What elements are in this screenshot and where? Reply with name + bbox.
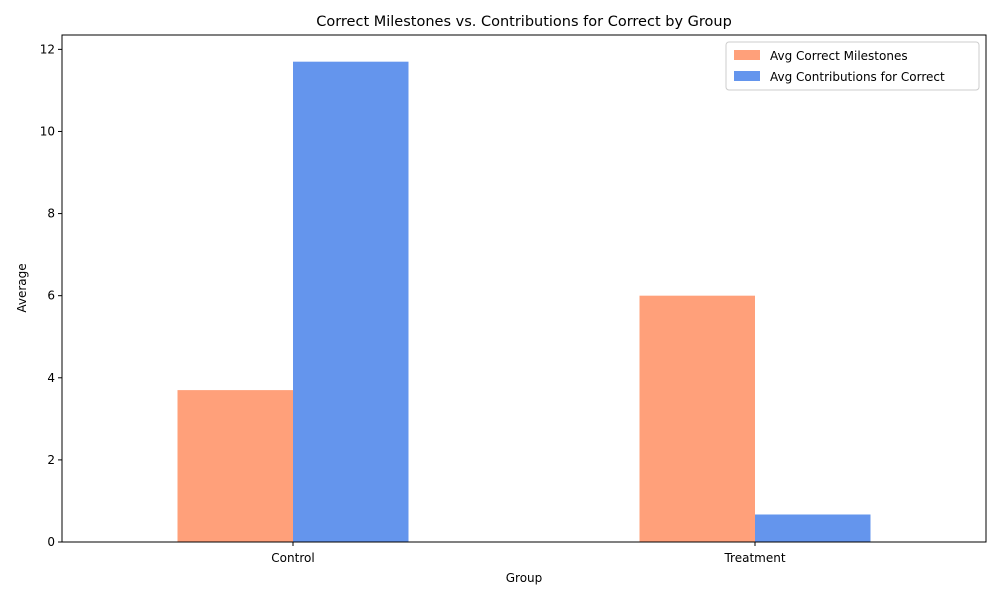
y-tick-label: 0 (47, 535, 55, 549)
legend-swatch-2 (734, 71, 760, 81)
x-tick-label: Control (271, 551, 314, 565)
legend-box (725, 41, 980, 91)
bar-control-series-2 (293, 61, 409, 543)
y-axis: 0 2 4 6 8 10 12 (40, 42, 62, 549)
y-tick-label: 4 (47, 371, 55, 385)
bar-treatment-series-2 (755, 514, 871, 542)
y-tick-label: 12 (40, 42, 55, 56)
bar-control-series-1 (177, 390, 293, 542)
x-tick-label: Treatment (723, 551, 785, 565)
x-axis: Control Treatment (271, 542, 786, 565)
y-tick-label: 6 (47, 289, 55, 303)
y-tick-label: 2 (47, 453, 55, 467)
legend-swatch-1 (734, 50, 760, 60)
y-tick-label: 10 (40, 124, 55, 138)
y-axis-label: Average (15, 263, 29, 312)
bar-treatment-series-1 (639, 295, 755, 542)
x-axis-label: Group (506, 571, 543, 585)
bars-group (177, 61, 871, 543)
plot-frame (61, 34, 987, 543)
y-tick-label: 8 (47, 207, 55, 221)
chart-title: Correct Milestones vs. Contributions for… (316, 14, 732, 30)
legend-label-2: Avg Contributions for Correct (770, 70, 945, 84)
legend: Avg Correct Milestones Avg Contributions … (725, 41, 980, 91)
legend-label-1: Avg Correct Milestones (770, 49, 908, 63)
